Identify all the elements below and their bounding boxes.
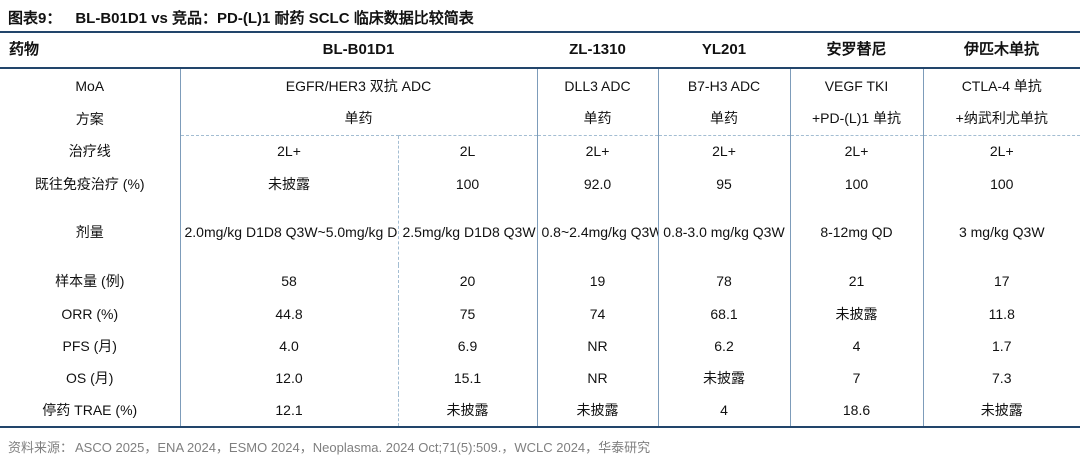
row-label: 方案 — [75, 110, 104, 127]
comparison-table: 药物 BL-B01D1 ZL-1310 YL201 安罗替尼 伊匹木单抗 MoA… — [0, 33, 1080, 428]
table-cell: 2L+ — [657, 135, 790, 168]
table-cell: +PD-(L)1 单抗 — [789, 103, 923, 136]
figure-title: 图表9： BL-B01D1 vs 竞品：PD-(L)1 耐药 SCLC 临床数据… — [0, 0, 1080, 33]
row-label: PFS (月) — [62, 337, 117, 354]
table-cell: 8-12mg QD — [789, 200, 923, 265]
column-header-anlotinib: 安罗替尼 — [790, 33, 923, 69]
table-cell: 单药 — [179, 103, 537, 136]
figure-title-text: BL-B01D1 vs 竞品：PD-(L)1 耐药 SCLC 临床数据比较简表 — [75, 10, 474, 27]
table-cell: 6.9 — [397, 330, 537, 362]
table-cell: VEGF TKI — [789, 68, 923, 103]
table-cell: 75 — [397, 298, 537, 330]
row-label: 样本量 (例) — [55, 273, 125, 290]
table-row-trae-discontinuation: 停药 TRAE (%) 12.1 未披露 未披露 4 18.6 未披露 — [0, 394, 1080, 427]
row-label: OS (月) — [66, 369, 114, 386]
table-cell: 68.1 — [657, 298, 790, 330]
table-cell: 未披露 — [657, 362, 790, 394]
table-row-dose: 剂量 2.0mg/kg D1D8 Q3W~5.0mg/kg D1 Q3W 2.5… — [0, 200, 1080, 265]
source-text: ASCO 2025，ENA 2024，ESMO 2024，Neoplasma. … — [75, 440, 651, 455]
row-label: 既往免疫治疗 (%) — [34, 175, 145, 192]
table-cell: NR — [536, 362, 658, 394]
table-row-pfs: PFS (月) 4.0 6.9 NR 6.2 4 1.7 — [0, 330, 1080, 362]
table-cell: 未披露 — [397, 394, 537, 427]
table-row-regimen: 方案 单药 单药 单药 +PD-(L)1 单抗 +纳武利尤单抗 — [0, 103, 1080, 136]
table-cell: 74 — [536, 298, 658, 330]
table-row-moa: MoA EGFR/HER3 双抗 ADC DLL3 ADC B7-H3 ADC … — [0, 68, 1080, 103]
table-cell: 100 — [789, 168, 923, 200]
table-cell: 4 — [657, 394, 790, 427]
row-label: 停药 TRAE (%) — [42, 401, 138, 418]
source-label: 资料来源： — [8, 440, 74, 455]
table-cell: 2.5mg/kg D1D8 Q3W — [397, 200, 537, 265]
table-cell: 18.6 — [789, 394, 923, 427]
table-cell: 未披露 — [536, 394, 658, 427]
table-cell: 4 — [789, 330, 923, 362]
table-cell: NR — [536, 330, 658, 362]
table-cell: 0.8-3.0 mg/kg Q3W — [657, 200, 790, 265]
table-cell: 4.0 — [179, 330, 398, 362]
table-cell: B7-H3 ADC — [657, 68, 790, 103]
table-cell: 78 — [657, 265, 790, 298]
table-cell: 92.0 — [536, 168, 658, 200]
table-cell: 17 — [922, 265, 1080, 298]
table-cell: DLL3 ADC — [536, 68, 658, 103]
column-header-zl-1310: ZL-1310 — [537, 33, 658, 69]
table-cell: 100 — [922, 168, 1080, 200]
table-cell: EGFR/HER3 双抗 ADC — [179, 68, 537, 103]
table-cell: 7.3 — [922, 362, 1080, 394]
table-cell: 2L — [397, 135, 537, 168]
table-cell: 19 — [536, 265, 658, 298]
table-cell: 11.8 — [922, 298, 1080, 330]
table-cell: 20 — [397, 265, 537, 298]
table-cell: 未披露 — [789, 298, 923, 330]
table-cell: 12.0 — [179, 362, 398, 394]
table-cell: 0.8~2.4mg/kg Q3W — [536, 200, 658, 265]
row-label: MoA — [75, 77, 105, 94]
column-header-bl-b01d1: BL-B01D1 — [180, 33, 537, 69]
row-label: 剂量 — [75, 224, 104, 241]
table-cell: 6.2 — [657, 330, 790, 362]
table-cell: 1.7 — [922, 330, 1080, 362]
table-cell: +纳武利尤单抗 — [922, 103, 1080, 136]
table-cell: 95 — [657, 168, 790, 200]
table-cell: 100 — [397, 168, 537, 200]
table-cell: 2L+ — [179, 135, 398, 168]
table-row-sample-size: 样本量 (例) 58 20 19 78 21 17 — [0, 265, 1080, 298]
table-row-orr: ORR (%) 44.8 75 74 68.1 未披露 11.8 — [0, 298, 1080, 330]
table-row-os: OS (月) 12.0 15.1 NR 未披露 7 7.3 — [0, 362, 1080, 394]
column-header-drug: 药物 — [0, 33, 180, 69]
column-header-ipilimumab: 伊匹木单抗 — [923, 33, 1080, 69]
table-cell: 2.0mg/kg D1D8 Q3W~5.0mg/kg D1 Q3W — [179, 200, 398, 265]
table-cell: CTLA-4 单抗 — [922, 68, 1080, 103]
table-row-treatment-line: 治疗线 2L+ 2L 2L+ 2L+ 2L+ 2L+ — [0, 135, 1080, 168]
table-cell: 3 mg/kg Q3W — [922, 200, 1080, 265]
table-cell: 单药 — [657, 103, 790, 136]
figure-number: 图表9： — [8, 10, 62, 27]
row-label: ORR (%) — [61, 305, 119, 322]
table-cell: 12.1 — [179, 394, 398, 427]
table-cell: 2L+ — [536, 135, 658, 168]
table-cell: 未披露 — [179, 168, 398, 200]
table-cell: 2L+ — [922, 135, 1080, 168]
row-label: 治疗线 — [68, 143, 111, 160]
column-header-yl201: YL201 — [658, 33, 790, 69]
table-cell: 58 — [179, 265, 398, 298]
table-cell: 2L+ — [789, 135, 923, 168]
table-cell: 15.1 — [397, 362, 537, 394]
table-cell: 7 — [789, 362, 923, 394]
table-cell: 21 — [789, 265, 923, 298]
table-cell: 44.8 — [179, 298, 398, 330]
table-cell: 未披露 — [922, 394, 1080, 427]
table-cell: 单药 — [536, 103, 658, 136]
table-header-row: 药物 BL-B01D1 ZL-1310 YL201 安罗替尼 伊匹木单抗 — [0, 33, 1080, 69]
table-row-prior-io: 既往免疫治疗 (%) 未披露 100 92.0 95 100 100 — [0, 168, 1080, 200]
source-note: 资料来源： ASCO 2025，ENA 2024，ESMO 2024，Neopl… — [0, 428, 1080, 456]
